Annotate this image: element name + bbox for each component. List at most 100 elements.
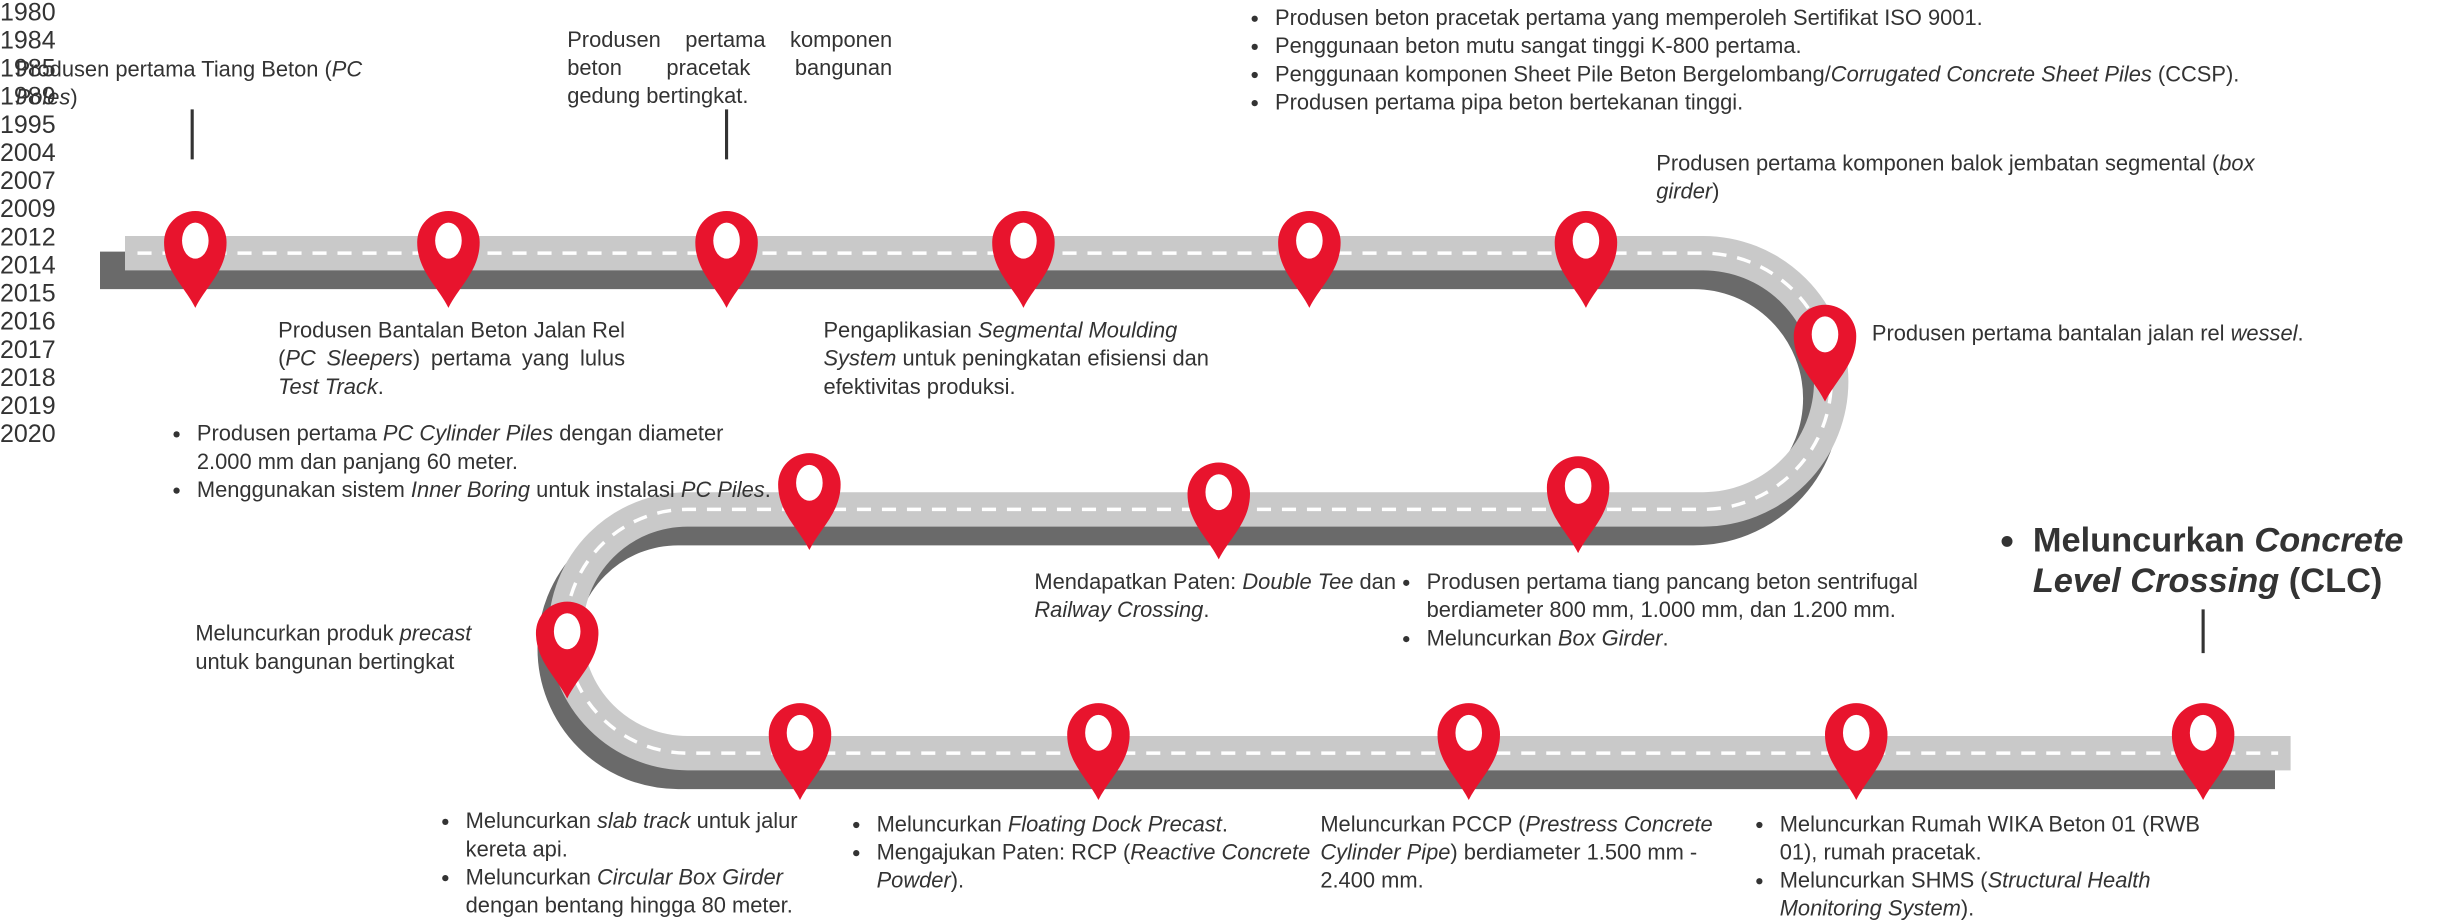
- bullet-item: Meluncurkan Rumah WIKA Beton 01 (RWB 01)…: [1780, 809, 2232, 865]
- bullet-list: Meluncurkan Concrete Level Crossing (CLC…: [2008, 520, 2450, 601]
- pin-body: [1546, 456, 1610, 554]
- text-run: PC Poles: [15, 56, 363, 110]
- pin-hole: [796, 464, 823, 501]
- pin: [1067, 703, 1130, 800]
- text-run: .: [377, 373, 384, 399]
- year-label: 2009: [0, 196, 56, 224]
- bullet-item: Penggunaan beton mutu sangat tinggi K-80…: [1275, 31, 2383, 59]
- text-run: Floating Dock Precast: [1007, 810, 1222, 836]
- text-run: .: [1221, 810, 1228, 836]
- text-run: untuk bangunan bertingkat: [195, 648, 455, 674]
- text-run: Produsen pertama komponen beton pracetak…: [567, 26, 893, 108]
- description: Mendapatkan Paten: Double Tee dan Railwa…: [1034, 567, 1409, 623]
- text-run: Pengaplikasian: [823, 317, 978, 343]
- text-run: Meluncurkan: [876, 810, 1008, 836]
- bullet-item: Penggunaan komponen Sheet Pile Beton Ber…: [1275, 59, 2383, 87]
- year-label: 2004: [0, 140, 56, 168]
- bullet-item: Produsen pertama tiang pancang beton sen…: [1427, 567, 1941, 623]
- description: Produsen pertama Tiang Beton (PC Poles): [16, 55, 375, 111]
- pin-hole: [553, 613, 581, 650]
- pin-body: [695, 210, 758, 308]
- pin-body: [1554, 210, 1618, 308]
- pin: [768, 703, 832, 800]
- text-run: box girder: [1656, 150, 2255, 204]
- pin-body: [164, 210, 227, 308]
- text-run: ).: [950, 867, 965, 893]
- text-run: Structural Health Monitoring System: [1779, 867, 2151, 921]
- pin-body: [1437, 703, 1500, 800]
- bullet-item: Meluncurkan Concrete Level Crossing (CLC…: [2033, 520, 2450, 601]
- pin-hole: [786, 714, 814, 751]
- description: Meluncurkan slab track untuk jalur keret…: [448, 806, 854, 919]
- bullet-list: Produsen beton pracetak pertama yang mem…: [1258, 3, 2383, 116]
- description: Meluncurkan produk precast untuk banguna…: [195, 619, 523, 675]
- pin-body: [1793, 304, 1857, 402]
- year-label: 1984: [0, 28, 56, 55]
- year-label: 2012: [0, 225, 56, 252]
- text-run: Penggunaan beton mutu sangat tinggi K-80…: [1275, 32, 1802, 58]
- pin-body: [535, 601, 599, 699]
- text-run: dengan bentang hingga 80 meter.: [465, 892, 793, 918]
- pin: [778, 453, 841, 550]
- pin-body: [992, 210, 1055, 308]
- year-label: 2017: [0, 337, 56, 365]
- text-run: (CCSP).: [2151, 60, 2240, 86]
- bullet-list: Meluncurkan slab track untuk jalur keret…: [448, 806, 854, 919]
- text-run: ): [1712, 178, 1720, 204]
- text-run: Meluncurkan Rumah WIKA Beton 01 (RWB 01)…: [1779, 810, 2200, 865]
- pin: [992, 210, 1055, 308]
- pin-body: [1067, 703, 1130, 800]
- text-run: dengan diameter 2.000 mm dan panjang 60 …: [196, 420, 724, 474]
- text-run: .: [2297, 320, 2304, 346]
- year-label: 1985: [0, 56, 56, 83]
- pin-body: [1825, 703, 1888, 800]
- pin: [2171, 703, 2235, 800]
- text-run: Penggunaan komponen Sheet Pile Beton Ber…: [1275, 60, 1831, 86]
- year-label: 2014: [0, 253, 56, 280]
- year-label: 2020: [0, 421, 56, 449]
- text-run: slab track: [596, 807, 691, 833]
- text-run: Produsen beton pracetak pertama yang mem…: [1275, 4, 1983, 30]
- bullet-list: Produsen pertama tiang pancang beton sen…: [1409, 567, 1940, 651]
- text-run: dan: [1353, 568, 1397, 594]
- pin: [695, 210, 758, 308]
- pin-body: [778, 453, 841, 550]
- text-run: Produsen pertama tiang pancang beton sen…: [1426, 568, 1918, 622]
- pin-hole: [1010, 222, 1037, 259]
- bullet-item: Meluncurkan Box Girder.: [1427, 623, 1941, 651]
- bullet-item: Meluncurkan Floating Dock Precast.: [877, 809, 1329, 837]
- text-run: Produsen pertama Tiang Beton (: [15, 56, 332, 82]
- bullet-list: Meluncurkan Floating Dock Precast.Mengaj…: [859, 809, 1328, 893]
- pin-hole: [713, 222, 740, 259]
- description: Meluncurkan Concrete Level Crossing (CLC…: [2008, 520, 2450, 601]
- pin-hole: [1811, 316, 1839, 353]
- text-run: Mengajukan Paten: RCP (: [876, 839, 1131, 865]
- pin-body: [1187, 462, 1250, 560]
- text-run: Corrugated Concrete Sheet Piles: [1830, 60, 2152, 86]
- text-run: Segmental Moulding System: [823, 317, 1178, 371]
- year-label: 2018: [0, 365, 56, 393]
- bullet-list: Produsen pertama PC Cylinder Piles denga…: [180, 419, 782, 503]
- pin-hole: [1296, 222, 1323, 259]
- pin-hole: [2189, 714, 2217, 751]
- text-run: Menggunakan sistem: [196, 476, 411, 502]
- pin-hole: [1564, 467, 1592, 504]
- text-run: Meluncurkan PCCP (: [1320, 810, 1526, 836]
- description: Meluncurkan Rumah WIKA Beton 01 (RWB 01)…: [1763, 809, 2232, 922]
- pin-hole: [1572, 222, 1600, 259]
- pin-hole: [435, 222, 462, 259]
- pin: [1278, 210, 1341, 308]
- description: Produsen pertama PC Cylinder Piles denga…: [180, 419, 782, 503]
- text-run: precast: [399, 620, 472, 646]
- description: Produsen pertama bantalan jalan rel wess…: [1872, 319, 2403, 347]
- text-run: Prestress Concrete Cylinder Pipe: [1320, 810, 1713, 865]
- pin: [535, 601, 599, 699]
- year-label: 2007: [0, 168, 56, 196]
- text-run: .: [1203, 596, 1210, 622]
- pin: [417, 210, 480, 308]
- text-run: Meluncurkan produk: [195, 620, 400, 646]
- pin-hole: [182, 222, 209, 259]
- text-run: Test Track: [278, 373, 378, 399]
- pin-body: [1278, 210, 1341, 308]
